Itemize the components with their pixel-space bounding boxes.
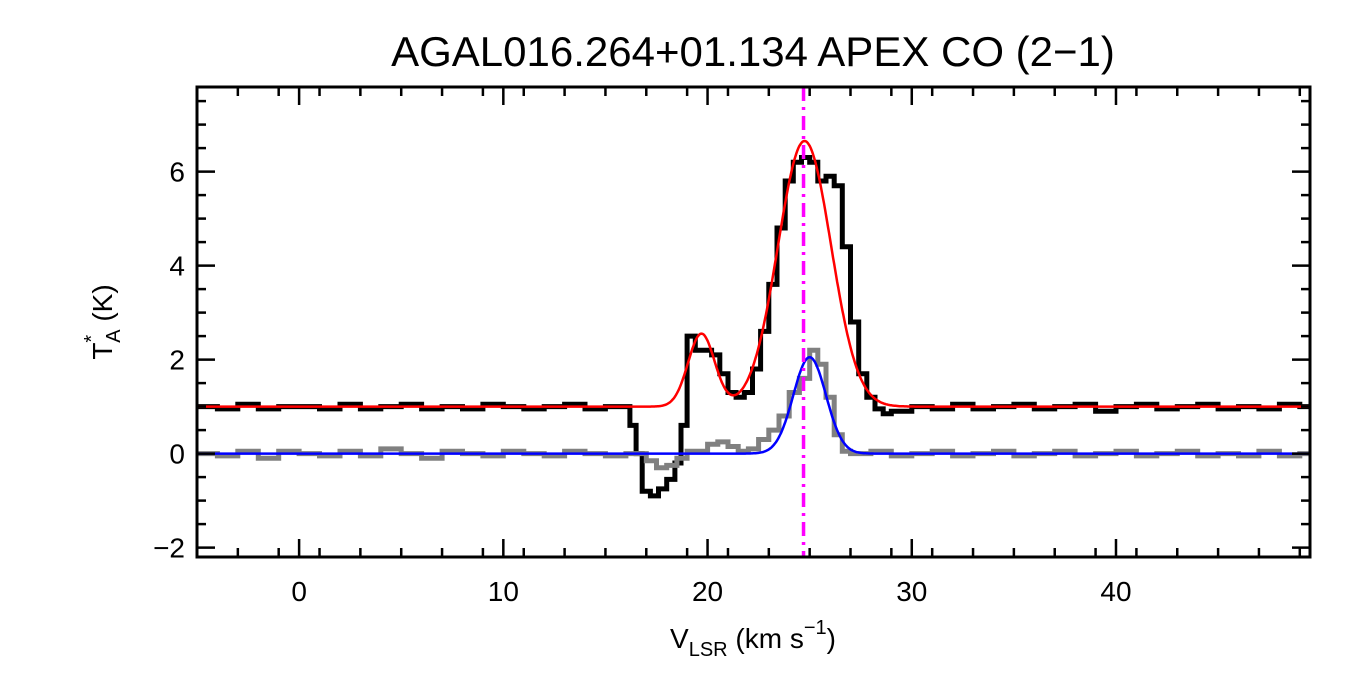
series-3-line [197, 356, 1310, 455]
y-tick-label: 6 [169, 157, 185, 188]
y-axis-label: T*A (K) [81, 284, 125, 359]
plot-frame [195, 85, 1312, 559]
x-tick-label: 40 [1100, 576, 1131, 607]
series-0-line [197, 155, 1310, 499]
x-tick-label: 20 [692, 576, 723, 607]
series-layer [197, 139, 1310, 499]
y-tick-label: 0 [169, 439, 185, 470]
tick-layer: 0 10 20 30 40 −2 0 2 4 6 [153, 87, 1310, 607]
y-tick-label: 4 [169, 251, 185, 282]
y-tick-label: 2 [169, 345, 185, 376]
chart-title: AGAL016.264+01.134 APEX CO (2−1) [391, 28, 1115, 75]
x-tick-label: 10 [488, 576, 519, 607]
y-tick-label: −2 [153, 533, 185, 564]
x-axis-label: VLSR (km s−1) [670, 617, 836, 661]
series-2-line [197, 139, 1310, 408]
x-tick-label: 30 [896, 576, 927, 607]
x-tick-label: 0 [291, 576, 307, 607]
